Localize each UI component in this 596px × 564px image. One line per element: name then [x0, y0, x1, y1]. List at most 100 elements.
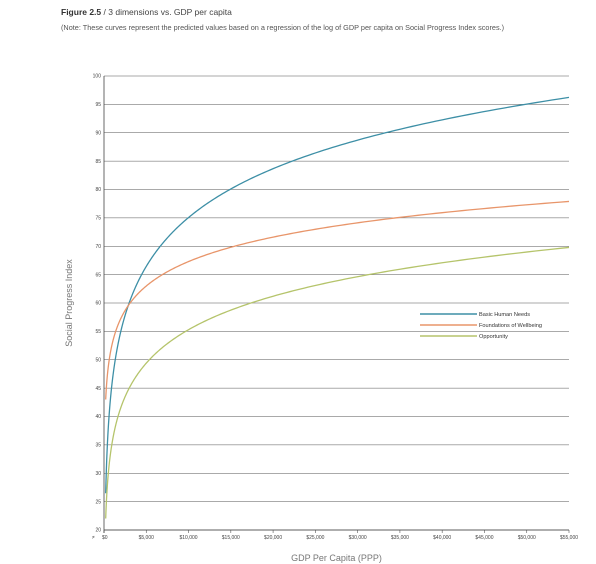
data-point — [137, 293, 138, 294]
data-point — [526, 103, 527, 104]
x-tick-label: $10,000 — [180, 535, 198, 541]
data-point — [129, 387, 130, 388]
series-lines — [105, 96, 570, 519]
x-tick-label: $5,000 — [139, 535, 155, 541]
data-point — [146, 285, 147, 286]
data-point — [116, 328, 117, 329]
data-point — [315, 285, 316, 286]
y-tick-label: 60 — [95, 301, 101, 307]
y-tick-labels: 20 25 30 35 40 45 50 55 60 65 70 75 80 85 90 95 100 — [93, 74, 102, 534]
y-tick-label: 45 — [95, 386, 101, 392]
legend-label: Foundations of Wellbeing — [479, 323, 542, 329]
y-axis-label: Social Progress Index — [64, 259, 74, 347]
data-point — [109, 457, 110, 458]
x-tick-label: $0 — [102, 535, 108, 541]
series-line-1 — [105, 200, 570, 400]
x-axis-label: GDP Per Capita (PPP) — [291, 553, 382, 563]
legend-label: Opportunity — [479, 334, 508, 340]
data-point — [105, 518, 106, 519]
y-tick-label: 70 — [95, 244, 101, 250]
x-tick-label: $45,000 — [475, 535, 493, 541]
axis-break-mark: ≠ — [92, 535, 95, 541]
x-tick-label: $30,000 — [349, 535, 367, 541]
data-point — [399, 217, 400, 218]
series-line-2 — [105, 246, 570, 519]
data-point — [105, 493, 106, 494]
data-point — [230, 247, 231, 248]
data-point — [315, 153, 316, 154]
data-point — [112, 379, 113, 380]
data-point — [137, 373, 138, 374]
data-point — [568, 96, 569, 97]
y-tick-label: 80 — [95, 187, 101, 193]
data-point — [107, 374, 108, 375]
figure-title: Figure 2.5 / 3 dimensions vs. GDP per ca… — [61, 7, 232, 17]
data-point — [272, 168, 273, 169]
data-point — [272, 237, 273, 238]
data-point — [357, 222, 358, 223]
data-point — [105, 399, 106, 400]
data-point — [137, 282, 138, 283]
x-tick-label: $40,000 — [433, 535, 451, 541]
y-tick-label: 25 — [95, 499, 101, 505]
title-separator: / — [101, 7, 109, 17]
x-tick-label: $25,000 — [306, 535, 324, 541]
data-point — [357, 140, 358, 141]
data-point — [484, 111, 485, 112]
data-point — [399, 269, 400, 270]
legend: Basic Human Needs Foundations of Wellbein… — [420, 312, 542, 340]
data-point — [315, 229, 316, 230]
data-point — [399, 129, 400, 130]
data-point — [526, 204, 527, 205]
data-point — [120, 318, 121, 319]
x-tick-label: $35,000 — [391, 535, 409, 541]
data-point — [163, 273, 164, 274]
data-point — [526, 251, 527, 252]
data-point — [442, 262, 443, 263]
x-tick-label: $50,000 — [518, 535, 536, 541]
y-tick-label: 75 — [95, 216, 101, 222]
data-point — [442, 119, 443, 120]
data-point — [107, 485, 108, 486]
x-tick-label: $15,000 — [222, 535, 240, 541]
data-point — [120, 330, 121, 331]
data-point — [107, 444, 108, 445]
data-point — [484, 256, 485, 257]
data-point — [112, 440, 113, 441]
figure-label: Figure 2.5 — [61, 7, 102, 17]
data-point — [357, 276, 358, 277]
y-tick-label: 85 — [95, 159, 101, 165]
data-point — [230, 188, 231, 189]
data-point — [120, 407, 121, 408]
data-point — [116, 420, 117, 421]
legend-label: Basic Human Needs — [479, 312, 530, 318]
data-point — [129, 304, 130, 305]
figure-note: (Note: These curves represent the predic… — [61, 23, 505, 32]
y-tick-label: 30 — [95, 471, 101, 477]
data-point — [188, 329, 189, 330]
y-tick-label: 35 — [95, 443, 101, 449]
y-tick-label: 50 — [95, 357, 101, 363]
y-tick-label: 95 — [95, 102, 101, 108]
y-tick-label: 65 — [95, 272, 101, 278]
data-point — [109, 404, 110, 405]
x-tick-labels: $0 $5,000 $10,000 $15,000 $20,000 $25,000 $30,… — [102, 535, 578, 541]
y-tick-label: 40 — [95, 414, 101, 420]
data-point — [188, 261, 189, 262]
data-point — [146, 363, 147, 364]
data-point — [146, 266, 147, 267]
data-point — [442, 212, 443, 213]
data-point — [230, 310, 231, 311]
data-point — [163, 346, 164, 347]
data-point — [109, 355, 110, 356]
y-tick-label: 100 — [93, 74, 102, 80]
data-point — [484, 208, 485, 209]
data-point — [272, 296, 273, 297]
y-tick-label: 20 — [95, 528, 101, 534]
figure-title-text: 3 dimensions vs. GDP per capita — [108, 7, 232, 17]
data-point — [163, 242, 164, 243]
x-tick-label: $20,000 — [264, 535, 282, 541]
gridlines — [104, 75, 569, 531]
data-point — [112, 342, 113, 343]
